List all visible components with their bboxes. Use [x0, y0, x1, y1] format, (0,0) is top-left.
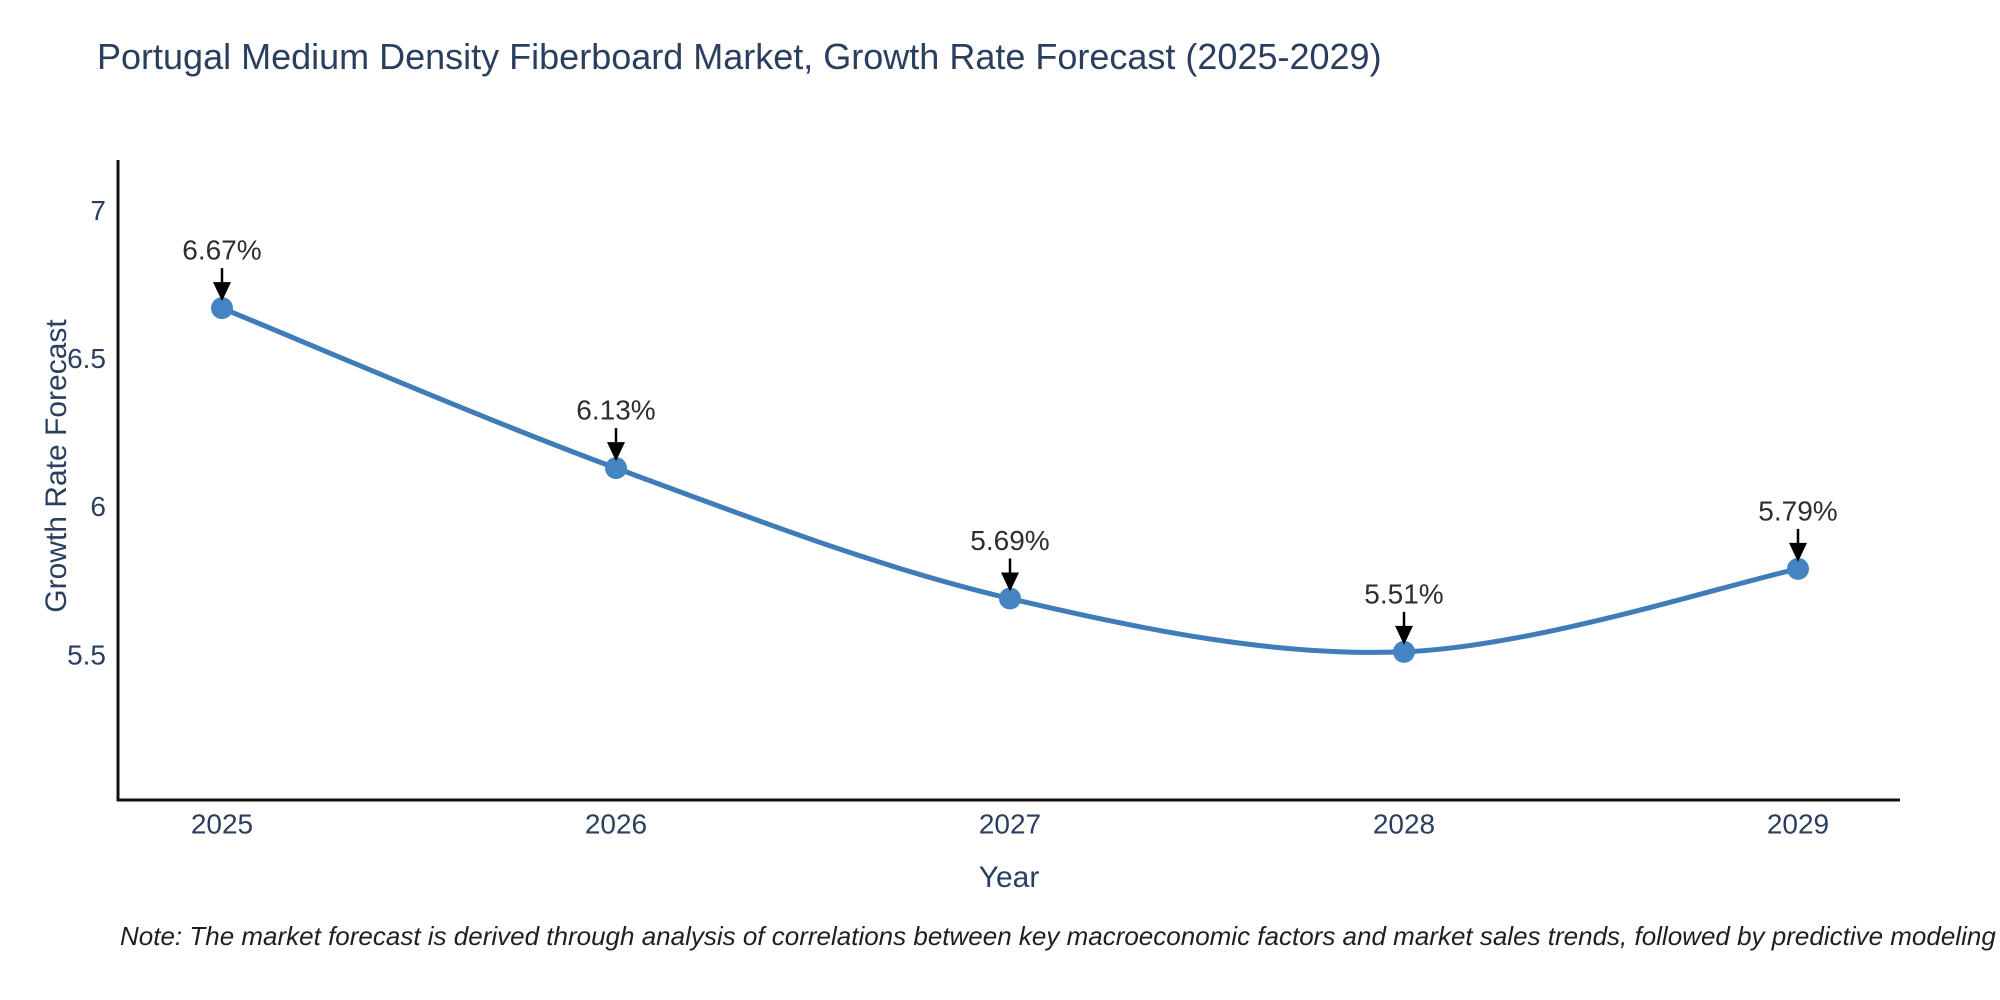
- chart-title: Portugal Medium Density Fiberboard Marke…: [97, 36, 1382, 77]
- data-point-label: 6.67%: [182, 235, 261, 266]
- data-point-marker: [211, 297, 233, 320]
- data-point-marker: [999, 587, 1021, 610]
- data-point-marker: [1787, 557, 1809, 580]
- x-tick-label: 2025: [191, 809, 253, 840]
- annotation-layer: 6.67% 6.13% 5.69% 5.51% 5.79%: [182, 235, 1838, 645]
- annotation-arrowhead-icon: [1001, 572, 1019, 592]
- chart-footnote: Note: The market forecast is derived thr…: [120, 921, 2000, 951]
- data-point-label: 5.79%: [1758, 495, 1837, 526]
- axes-layer: [116, 160, 1900, 802]
- data-point-label: 5.51%: [1364, 578, 1443, 609]
- annotation-arrowhead-icon: [607, 442, 625, 462]
- data-point-label: 6.13%: [576, 395, 655, 426]
- annotation-arrowhead-icon: [1789, 542, 1807, 562]
- x-tick-label: 2028: [1373, 809, 1435, 840]
- annotation-arrowhead-icon: [213, 282, 231, 302]
- x-tick-label: 2027: [979, 809, 1041, 840]
- data-point-marker: [1393, 640, 1415, 663]
- annotation-arrowhead-icon: [1395, 625, 1413, 645]
- tick-label-layer: 5.5 6 6.5 7 2025 2026 2027 2028 2029: [67, 195, 1829, 840]
- x-tick-label: 2026: [585, 809, 647, 840]
- y-tick-label: 7: [90, 195, 106, 226]
- y-tick-label: 5.5: [67, 639, 106, 670]
- y-tick-label: 6: [90, 491, 106, 522]
- data-series-layer: [211, 297, 1809, 663]
- x-axis-title: Year: [978, 861, 1040, 894]
- data-point-marker: [605, 457, 627, 480]
- y-tick-label: 6.5: [67, 343, 106, 374]
- data-point-label: 5.69%: [970, 525, 1049, 556]
- x-tick-label: 2029: [1767, 809, 1829, 840]
